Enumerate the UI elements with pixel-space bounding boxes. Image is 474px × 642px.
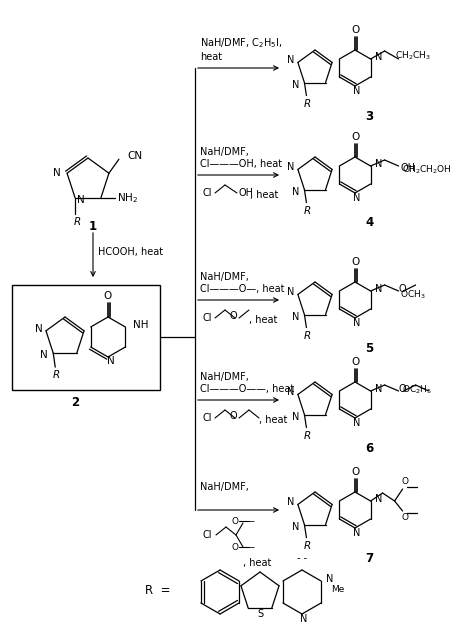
Text: O: O	[352, 357, 360, 367]
Text: CH$_2$CH$_3$: CH$_2$CH$_3$	[395, 49, 431, 62]
Text: O: O	[231, 542, 238, 551]
Text: O: O	[231, 517, 238, 526]
Text: N: N	[292, 521, 300, 532]
Text: O: O	[104, 291, 112, 301]
Text: R: R	[304, 205, 311, 216]
Text: N: N	[353, 418, 361, 428]
Text: N: N	[374, 284, 382, 294]
Text: NaH/DMF,: NaH/DMF,	[200, 372, 249, 382]
Text: N: N	[292, 412, 300, 422]
Text: O: O	[352, 257, 360, 267]
Text: , heat: , heat	[250, 190, 278, 200]
Text: O: O	[229, 411, 237, 421]
Text: CH$_2$CH$_2$OH: CH$_2$CH$_2$OH	[402, 164, 452, 177]
Text: N: N	[286, 55, 294, 65]
Bar	[12, 285, 160, 390]
Text: O: O	[399, 284, 406, 294]
Text: Cl———OH, heat: Cl———OH, heat	[200, 159, 282, 169]
Text: N: N	[292, 187, 300, 196]
Text: NH$_2$: NH$_2$	[117, 191, 138, 205]
Text: R  =: R =	[145, 584, 171, 596]
Text: N: N	[374, 159, 382, 169]
Text: 6: 6	[365, 442, 373, 455]
Text: O: O	[352, 467, 360, 477]
Text: NaH/DMF, C$_2$H$_5$I,: NaH/DMF, C$_2$H$_5$I,	[200, 36, 282, 50]
Text: heat: heat	[200, 52, 222, 62]
Text: Cl: Cl	[203, 530, 212, 540]
Text: 4: 4	[365, 216, 373, 229]
Text: O: O	[229, 311, 237, 321]
Text: O: O	[399, 384, 406, 394]
Text: R: R	[53, 370, 60, 380]
Text: N: N	[292, 80, 300, 90]
Text: , heat: , heat	[243, 558, 272, 568]
Text: N: N	[54, 168, 61, 178]
Text: CN: CN	[127, 152, 142, 161]
Text: N: N	[301, 614, 308, 624]
Text: R: R	[304, 331, 311, 340]
Text: O: O	[352, 132, 360, 142]
Text: N: N	[353, 86, 361, 96]
Text: N: N	[374, 52, 382, 62]
Text: Cl: Cl	[203, 413, 212, 423]
Text: O: O	[401, 513, 409, 522]
Text: —: —	[246, 517, 255, 526]
Text: NH: NH	[133, 320, 149, 330]
Text: 7: 7	[365, 551, 373, 564]
Text: Me: Me	[331, 584, 345, 593]
Text: —: —	[246, 544, 255, 553]
Text: , heat: , heat	[249, 315, 277, 325]
Text: N: N	[286, 162, 294, 173]
Text: 5: 5	[365, 342, 373, 354]
Text: N: N	[286, 498, 294, 507]
Text: NaH/DMF,: NaH/DMF,	[200, 272, 249, 282]
Text: R: R	[73, 217, 81, 227]
Text: 2: 2	[71, 395, 79, 408]
Text: Cl: Cl	[203, 313, 212, 323]
Text: R: R	[304, 431, 311, 440]
Text: HCOOH, heat: HCOOH, heat	[98, 247, 163, 257]
Text: - -: - -	[297, 553, 307, 563]
Text: OC$_2$H$_5$: OC$_2$H$_5$	[402, 384, 432, 396]
Text: N: N	[292, 311, 300, 322]
Text: , heat: , heat	[259, 415, 287, 425]
Text: N: N	[353, 318, 361, 328]
Text: NaH/DMF,: NaH/DMF,	[200, 482, 249, 492]
Text: N: N	[35, 324, 43, 334]
Text: OH: OH	[401, 163, 416, 173]
Text: Cl: Cl	[203, 188, 212, 198]
Text: N: N	[374, 494, 382, 504]
Text: Cl———O—, heat: Cl———O—, heat	[200, 284, 284, 294]
Text: N: N	[353, 528, 361, 538]
Text: N: N	[107, 356, 115, 366]
Text: N: N	[353, 193, 361, 203]
Text: S: S	[257, 609, 263, 619]
Text: N: N	[374, 384, 382, 394]
Text: OH: OH	[239, 188, 254, 198]
Text: OCH$_3$: OCH$_3$	[400, 289, 426, 301]
Text: R: R	[304, 99, 311, 108]
Text: 1: 1	[89, 220, 97, 232]
Text: R: R	[304, 541, 311, 551]
Text: N: N	[286, 288, 294, 297]
Text: O: O	[352, 25, 360, 35]
Text: N: N	[286, 387, 294, 397]
Text: N: N	[40, 350, 48, 360]
Text: N: N	[326, 574, 333, 584]
Text: NaH/DMF,: NaH/DMF,	[200, 147, 249, 157]
Text: O: O	[401, 477, 409, 486]
Text: N: N	[77, 195, 85, 205]
Text: Cl———O——, heat: Cl———O——, heat	[200, 384, 294, 394]
Text: 3: 3	[365, 110, 373, 123]
